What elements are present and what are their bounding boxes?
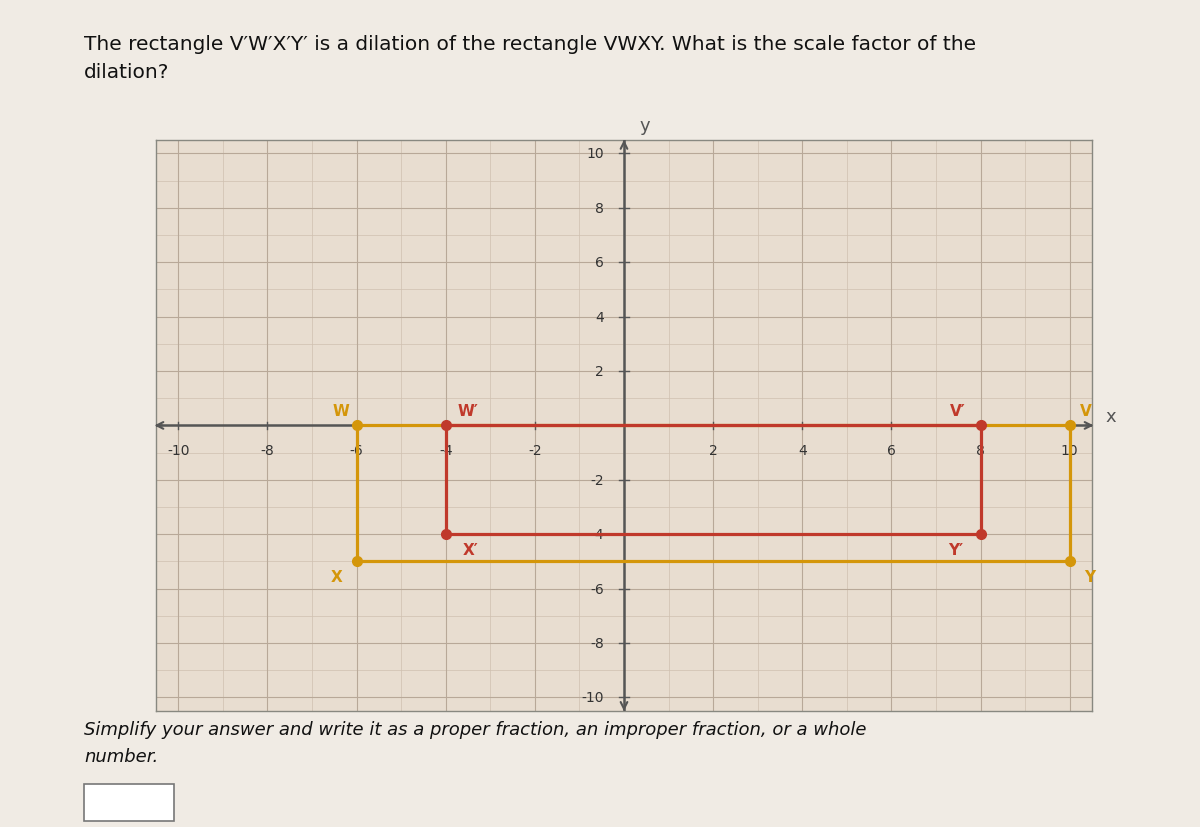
Text: V′: V′ [950, 404, 966, 418]
Text: X′: X′ [462, 542, 478, 557]
Text: W′: W′ [457, 404, 479, 418]
Text: 8: 8 [595, 202, 604, 216]
Text: V: V [1080, 404, 1091, 418]
Text: 8: 8 [976, 443, 985, 457]
Text: -2: -2 [528, 443, 541, 457]
Text: -6: -6 [349, 443, 364, 457]
Text: -4: -4 [439, 443, 452, 457]
Text: Y: Y [1085, 569, 1096, 584]
Text: 2: 2 [709, 443, 718, 457]
Text: Simplify your answer and write it as a proper fraction, an improper fraction, or: Simplify your answer and write it as a p… [84, 720, 866, 765]
Text: -8: -8 [260, 443, 275, 457]
Text: X: X [331, 569, 342, 584]
Text: -10: -10 [582, 691, 604, 705]
Text: 4: 4 [798, 443, 806, 457]
Text: 10: 10 [587, 147, 604, 161]
Text: W: W [332, 404, 349, 418]
Text: 6: 6 [595, 256, 604, 270]
Text: -10: -10 [167, 443, 190, 457]
Text: The rectangle V′W′X′Y′ is a dilation of the rectangle VWXY. What is the scale fa: The rectangle V′W′X′Y′ is a dilation of … [84, 35, 976, 82]
Text: Y′: Y′ [948, 542, 964, 557]
Text: 10: 10 [1061, 443, 1079, 457]
Text: -8: -8 [590, 636, 604, 650]
Text: -4: -4 [590, 528, 604, 542]
Text: x: x [1105, 408, 1116, 425]
Text: -2: -2 [590, 473, 604, 487]
Text: 2: 2 [595, 365, 604, 379]
Text: -6: -6 [590, 582, 604, 596]
Bar [84, 784, 174, 821]
Text: y: y [640, 117, 650, 135]
Text: 4: 4 [595, 310, 604, 324]
Text: 6: 6 [887, 443, 896, 457]
